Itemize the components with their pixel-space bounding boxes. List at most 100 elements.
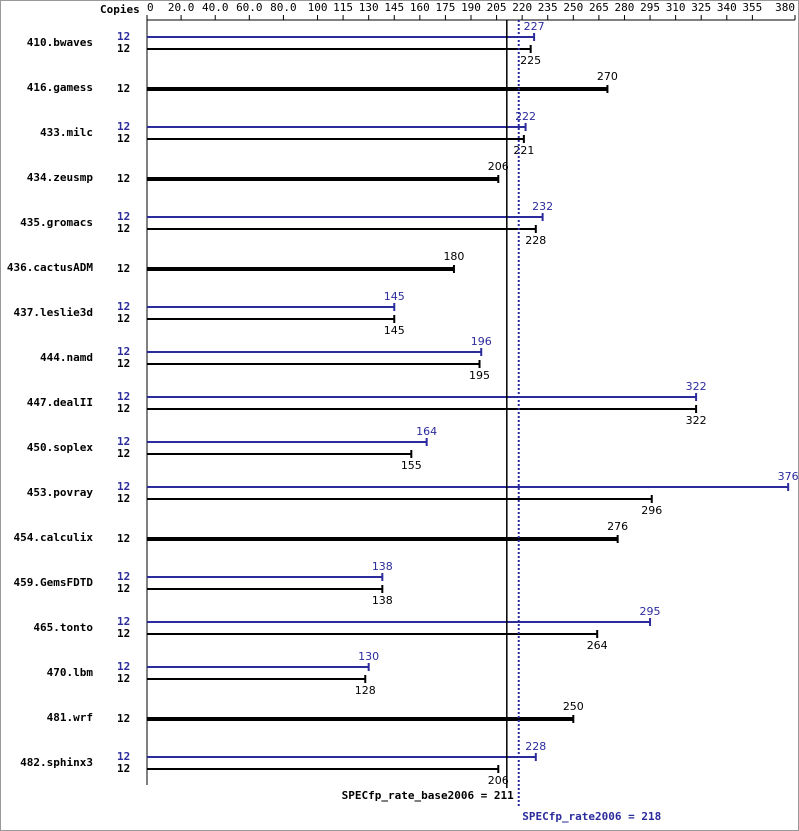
value-label: 276 bbox=[607, 520, 628, 533]
x-tick-label: 280 bbox=[615, 1, 635, 14]
copies: 12 bbox=[117, 660, 130, 673]
benchmark-name: 470.lbm bbox=[47, 666, 94, 679]
copies: 12 bbox=[117, 30, 130, 43]
benchmark-name: 482.sphinx3 bbox=[20, 756, 93, 769]
copies: 12 bbox=[117, 570, 130, 583]
copies: 12 bbox=[117, 312, 130, 325]
x-tick-label: 115 bbox=[333, 1, 353, 14]
copies: 12 bbox=[117, 532, 130, 545]
x-tick-label: 340 bbox=[717, 1, 737, 14]
value-label: 296 bbox=[641, 504, 662, 517]
copies: 12 bbox=[117, 492, 130, 505]
benchmark-name: 410.bwaves bbox=[27, 36, 93, 49]
copies: 12 bbox=[117, 615, 130, 628]
copies: 12 bbox=[117, 42, 130, 55]
value-label: 155 bbox=[401, 459, 422, 472]
benchmark-name: 437.leslie3d bbox=[14, 306, 93, 319]
copies: 12 bbox=[117, 480, 130, 493]
benchmark-name: 454.calculix bbox=[14, 531, 94, 544]
x-tick-label: 310 bbox=[666, 1, 686, 14]
value-label: 195 bbox=[469, 369, 490, 382]
value-label: 164 bbox=[416, 425, 437, 438]
x-tick-label: 160 bbox=[410, 1, 430, 14]
value-label: 222 bbox=[515, 110, 536, 123]
value-label: 225 bbox=[520, 54, 541, 67]
benchmark-name: 453.povray bbox=[27, 486, 94, 499]
benchmark-name: 436.cactusADM bbox=[7, 261, 93, 274]
copies: 12 bbox=[117, 762, 130, 775]
value-label: 227 bbox=[524, 20, 545, 33]
copies: 12 bbox=[117, 582, 130, 595]
value-label: 196 bbox=[471, 335, 492, 348]
copies: 12 bbox=[117, 262, 130, 275]
benchmark-name: 416.gamess bbox=[27, 81, 93, 94]
x-tick-label: 80.0 bbox=[270, 1, 297, 14]
value-label: 232 bbox=[532, 200, 553, 213]
benchmark-name: 444.namd bbox=[40, 351, 93, 364]
copies: 12 bbox=[117, 447, 130, 460]
value-label: 145 bbox=[384, 324, 405, 337]
copies: 12 bbox=[117, 357, 130, 370]
copies: 12 bbox=[117, 435, 130, 448]
copies: 12 bbox=[117, 402, 130, 415]
value-label: 228 bbox=[525, 234, 546, 247]
copies: 12 bbox=[117, 172, 130, 185]
value-label: 138 bbox=[372, 594, 393, 607]
value-label: 145 bbox=[384, 290, 405, 303]
x-tick-label: 190 bbox=[461, 1, 481, 14]
x-tick-label: 220 bbox=[512, 1, 532, 14]
copies: 12 bbox=[117, 120, 130, 133]
value-label: 322 bbox=[686, 380, 707, 393]
reference-label: SPECfp_rate_base2006 = 211 bbox=[342, 789, 515, 802]
value-label: 250 bbox=[563, 700, 584, 713]
x-tick-label: 380 bbox=[775, 1, 795, 14]
value-label: 264 bbox=[587, 639, 608, 652]
x-tick-label: 265 bbox=[589, 1, 609, 14]
x-tick-label: 235 bbox=[538, 1, 558, 14]
x-tick-label: 20.0 bbox=[168, 1, 195, 14]
copies: 12 bbox=[117, 627, 130, 640]
value-label: 206 bbox=[488, 160, 509, 173]
value-label: 221 bbox=[513, 144, 534, 157]
benchmark-name: 481.wrf bbox=[47, 711, 93, 724]
value-label: 180 bbox=[443, 250, 464, 263]
copies: 12 bbox=[117, 345, 130, 358]
copies: 12 bbox=[117, 300, 130, 313]
value-label: 128 bbox=[355, 684, 376, 697]
copies: 12 bbox=[117, 210, 130, 223]
x-tick-label: 325 bbox=[691, 1, 711, 14]
benchmark-name: 459.GemsFDTD bbox=[14, 576, 94, 589]
x-tick-label: 250 bbox=[563, 1, 583, 14]
x-tick-label: 60.0 bbox=[236, 1, 263, 14]
value-label: 295 bbox=[640, 605, 661, 618]
x-tick-label: 175 bbox=[435, 1, 455, 14]
x-tick-label: 205 bbox=[487, 1, 507, 14]
copies: 12 bbox=[117, 390, 130, 403]
benchmark-name: 447.dealII bbox=[27, 396, 93, 409]
reference-label: SPECfp_rate2006 = 218 bbox=[522, 810, 661, 823]
x-tick-label: 40.0 bbox=[202, 1, 229, 14]
value-label: 270 bbox=[597, 70, 618, 83]
copies: 12 bbox=[117, 750, 130, 763]
copies: 12 bbox=[117, 82, 130, 95]
benchmark-name: 434.zeusmp bbox=[27, 171, 94, 184]
x-tick-label: 355 bbox=[742, 1, 762, 14]
copies: 12 bbox=[117, 712, 130, 725]
x-tick-label: 0 bbox=[147, 1, 154, 14]
x-tick-label: 145 bbox=[384, 1, 404, 14]
value-label: 228 bbox=[525, 740, 546, 753]
value-label: 376 bbox=[778, 470, 799, 483]
x-tick-label: 100 bbox=[308, 1, 328, 14]
benchmark-name: 433.milc bbox=[40, 126, 93, 139]
copies: 12 bbox=[117, 672, 130, 685]
copies: 12 bbox=[117, 222, 130, 235]
benchmark-name: 450.soplex bbox=[27, 441, 94, 454]
value-label: 138 bbox=[372, 560, 393, 573]
x-tick-label: 130 bbox=[359, 1, 379, 14]
benchmark-name: 435.gromacs bbox=[20, 216, 93, 229]
copies: 12 bbox=[117, 132, 130, 145]
value-label: 322 bbox=[686, 414, 707, 427]
benchmark-name: 465.tonto bbox=[33, 621, 93, 634]
x-tick-label: 295 bbox=[640, 1, 660, 14]
